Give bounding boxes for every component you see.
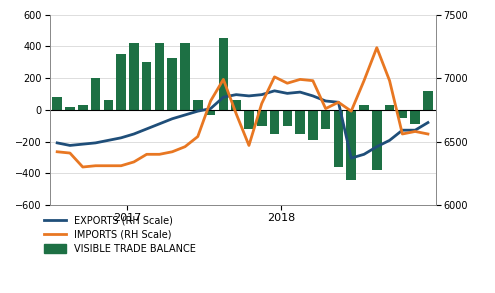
Bar (385, 105, 395, 110)
Bar (231, 100, 241, 110)
Bar (410, 110, 420, 124)
Bar (270, 110, 279, 134)
Bar (116, 54, 126, 110)
Bar (397, 110, 407, 118)
Bar (423, 91, 433, 110)
Bar (283, 110, 292, 126)
Bar (206, 110, 215, 115)
Bar (296, 110, 305, 134)
Bar (154, 43, 164, 110)
Bar (257, 110, 266, 126)
Bar (142, 62, 151, 110)
Bar (244, 110, 254, 129)
Bar (103, 100, 113, 110)
Bar (180, 43, 190, 110)
Bar (52, 97, 62, 110)
Bar (308, 110, 318, 140)
Bar (359, 105, 369, 110)
Bar (65, 107, 75, 110)
Bar (129, 43, 139, 110)
Bar (167, 57, 177, 110)
Bar (91, 78, 100, 110)
Bar (78, 105, 88, 110)
Bar (321, 110, 331, 129)
Bar (193, 100, 202, 110)
Legend: EXPORTS (RH Scale), IMPORTS (RH Scale), VISIBLE TRADE BALANCE: EXPORTS (RH Scale), IMPORTS (RH Scale), … (45, 216, 196, 254)
Bar (334, 110, 343, 167)
Bar (219, 38, 228, 110)
Bar (372, 110, 382, 170)
Bar (346, 110, 356, 180)
